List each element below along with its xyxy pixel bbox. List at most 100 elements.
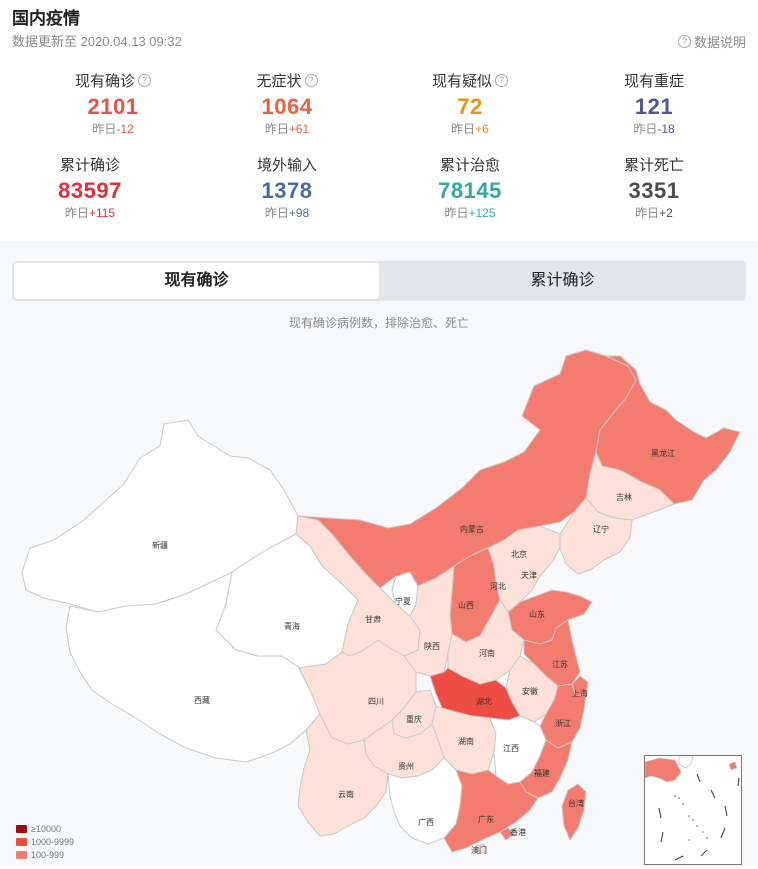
province-label: 吉林 — [616, 492, 632, 502]
province-label: 香港 — [510, 827, 526, 837]
province-label: 上海 — [572, 688, 588, 698]
help-icon[interactable]: ? — [304, 74, 318, 87]
help-icon[interactable]: ? — [495, 74, 508, 87]
inset-mainland — [644, 757, 682, 783]
stat-severe: 现有重症 121 昨日-18 — [579, 70, 729, 137]
legend-item: 1000-9999 — [16, 835, 74, 848]
legend-item: 100-999 — [16, 848, 74, 861]
province-label: 安徽 — [522, 686, 538, 696]
stat-label: 累计确诊 — [59, 157, 120, 174]
delta-prefix: 昨日 — [635, 206, 660, 220]
province-label: 河南 — [479, 648, 495, 658]
stat-label: 累计治愈 — [439, 157, 500, 174]
data-explain-link[interactable]: ? 数据说明 — [677, 32, 746, 51]
delta-value: +125 — [468, 206, 496, 220]
delta-prefix: 昨日 — [92, 122, 117, 136]
province-region[interactable] — [297, 713, 389, 837]
stat-asymptomatic: 无症状? 1064 昨日+61 — [212, 70, 362, 137]
province-label: 山东 — [529, 609, 545, 619]
province-label: 云南 — [338, 789, 354, 799]
province-region[interactable] — [595, 355, 741, 505]
province-label: 广西 — [418, 817, 434, 827]
province-region[interactable] — [443, 769, 539, 853]
province-label: 重庆 — [406, 714, 422, 724]
delta-value: +61 — [288, 122, 310, 136]
legend-item: ≥10000 — [16, 822, 74, 835]
province-label: 新疆 — [152, 540, 168, 550]
stat-label: 现有确诊 — [74, 73, 135, 90]
delta-prefix: 昨日 — [264, 206, 289, 220]
legend-swatch — [16, 850, 27, 859]
stat-value: 2101 — [87, 94, 139, 119]
province-label: 江西 — [503, 744, 519, 753]
inset-taiwan — [728, 761, 738, 771]
province-region[interactable] — [561, 783, 587, 841]
province-label: 陕西 — [424, 641, 440, 651]
province-label: 宁夏 — [395, 596, 411, 606]
province-region[interactable] — [559, 497, 633, 575]
legend-label: ≥10000 — [31, 823, 61, 834]
delta-value: +6 — [475, 122, 489, 136]
delta-prefix: 昨日 — [64, 206, 89, 220]
province-label: 台湾 — [568, 798, 584, 808]
delta-prefix: 昨日 — [444, 206, 469, 220]
stat-suspected: 现有疑似? 72 昨日+6 — [395, 70, 545, 137]
delta-value: -18 — [657, 122, 675, 136]
stat-label: 现有重症 — [623, 73, 684, 90]
inset-islands — [674, 795, 708, 841]
tab-total-confirmed[interactable]: 累计确诊 — [530, 272, 595, 289]
stat-label: 现有疑似 — [431, 73, 492, 90]
province-region[interactable] — [519, 739, 573, 799]
stat-current-confirmed: 现有确诊? 2101 昨日-12 — [38, 70, 188, 137]
province-label: 辽宁 — [593, 524, 609, 534]
province-label: 河北 — [490, 581, 506, 591]
province-label: 福建 — [534, 768, 550, 778]
update-time: 数据更新至 2020.04.13 09:32 — [12, 34, 182, 49]
legend-label: 1000-9999 — [31, 836, 75, 847]
stat-label: 境外输入 — [256, 157, 317, 174]
tab-current-confirmed[interactable]: 现有确诊 — [14, 263, 379, 299]
stat-label: 累计死亡 — [623, 157, 684, 174]
delta-value: +2 — [659, 206, 673, 220]
stat-total-confirmed: 累计确诊 83597 昨日+115 — [15, 154, 165, 221]
province-label: 山西 — [458, 600, 474, 610]
inset-coast — [678, 755, 694, 769]
help-icon[interactable]: ? — [138, 74, 151, 87]
province-label: 黑龙江 — [651, 448, 675, 458]
province-label: 湖南 — [458, 736, 474, 746]
province-label: 内蒙古 — [460, 524, 484, 534]
map-caption: 现有确诊病例数，排除治愈、死亡 — [288, 316, 469, 330]
province-label: 广东 — [478, 814, 494, 824]
province-label: 西藏 — [194, 695, 210, 705]
delta-prefix: 昨日 — [451, 122, 476, 136]
nine-dash-line — [658, 773, 740, 861]
province-label: 湖北 — [476, 697, 492, 706]
province-region[interactable] — [475, 843, 487, 855]
province-label: 贵州 — [398, 761, 414, 771]
delta-value: +98 — [288, 206, 310, 220]
province-label: 甘肃 — [365, 614, 381, 624]
stat-total-deaths: 累计死亡 3351 昨日+2 — [579, 154, 729, 221]
province-label: 青海 — [284, 621, 300, 631]
stat-value: 1378 — [261, 178, 313, 203]
map-legend: ≥10000 1000-9999 100-999 — [16, 822, 74, 861]
help-icon: ? — [677, 35, 691, 48]
delta-value: +115 — [88, 206, 116, 220]
province-label: 天津 — [521, 570, 537, 580]
map-tabs: 现有确诊 累计确诊 — [12, 261, 746, 301]
stat-label: 无症状 — [256, 73, 302, 90]
south-china-sea-inset — [644, 755, 742, 865]
province-label: 澳门 — [471, 845, 487, 855]
delta-value: -12 — [116, 122, 134, 136]
legend-swatch — [16, 837, 27, 846]
province-label: 北京 — [511, 549, 527, 559]
province-region[interactable] — [499, 827, 515, 841]
stat-value: 1064 — [261, 94, 313, 119]
legend-label: 100-999 — [31, 849, 65, 860]
province-label: 四川 — [368, 697, 384, 706]
stat-value: 83597 — [58, 178, 122, 203]
legend-swatch — [16, 824, 27, 833]
page-title: 国内疫情 — [12, 9, 80, 28]
delta-prefix: 昨日 — [633, 122, 658, 136]
